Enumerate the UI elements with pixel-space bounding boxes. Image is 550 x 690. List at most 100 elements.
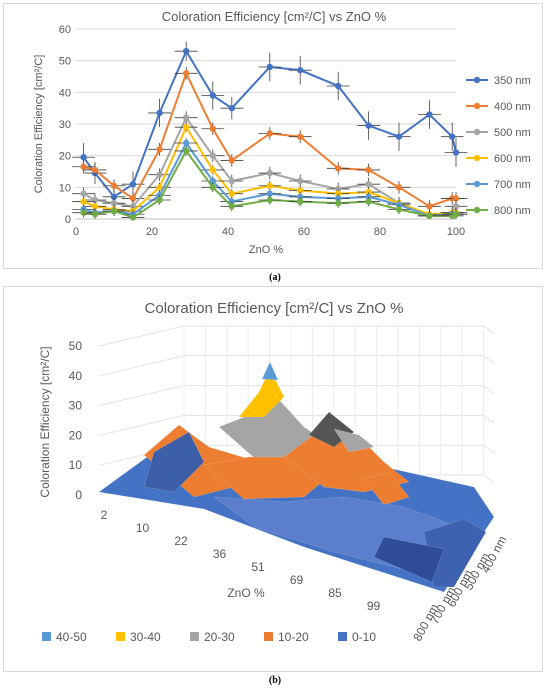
data-point (183, 139, 190, 147)
data-point (183, 114, 190, 121)
legend-swatch (42, 632, 51, 641)
data-point (297, 133, 304, 140)
x-axis-label: ZnO % (227, 586, 265, 600)
data-point (395, 184, 403, 191)
data-point (209, 92, 216, 99)
series-350-nm (72, 41, 468, 207)
data-point (297, 66, 304, 74)
x-tick-label: 36 (213, 547, 227, 561)
data-point (228, 190, 235, 197)
data-point (129, 180, 137, 188)
data-point (452, 211, 460, 218)
chart-a-panel: Coloration Efficiency [cm²/C] vs ZnO % 0 1… (3, 3, 543, 269)
legend-entry: 30-40 (130, 630, 161, 644)
data-point (228, 104, 235, 112)
legend-entry: 500 nm (494, 127, 531, 139)
legend-marker (473, 154, 481, 162)
z-tick-label: 20 (69, 428, 83, 442)
x-tick-label: 40 (222, 226, 234, 238)
caption-a: (a) (269, 272, 281, 283)
series-line (83, 141, 456, 217)
gridline (98, 355, 495, 377)
x-tick-label: 60 (298, 226, 310, 238)
data-point (80, 209, 87, 216)
data-point (183, 47, 190, 55)
data-point (91, 166, 99, 174)
data-point (156, 184, 163, 191)
y-tick-label: 30 (59, 119, 71, 131)
x-tick-label: 0 (73, 226, 79, 238)
caption-b: (b) (268, 675, 282, 686)
legend-marker (473, 206, 481, 214)
x-tick-label: 69 (290, 573, 304, 587)
data-point (266, 130, 273, 137)
legend-entry: 40-50 (56, 630, 87, 644)
data-point (266, 182, 273, 189)
data-point (110, 207, 118, 215)
legend-marker (473, 102, 481, 110)
data-point (365, 166, 372, 174)
x-tick-label: 99 (367, 599, 381, 613)
legend-entry: 600 nm (494, 153, 531, 165)
z-tick-label: 30 (69, 399, 83, 413)
legend-entry: 700 nm (494, 179, 531, 191)
gridline (98, 325, 495, 347)
data-point (129, 214, 137, 221)
data-point (80, 198, 87, 205)
legend-entry: 800 nm (494, 205, 531, 217)
legend-marker (473, 128, 481, 136)
y-tick-label: 10 (59, 182, 71, 194)
data-point (183, 123, 190, 131)
surface-patch (238, 368, 285, 418)
legend-entry: 400 nm (494, 101, 531, 113)
z-tick-label: 50 (69, 339, 83, 353)
legend-swatch (190, 632, 199, 641)
x-tick-label: 20 (146, 226, 158, 238)
x-tick-label: 10 (136, 521, 150, 535)
data-point (156, 171, 163, 178)
surface-patch (363, 471, 410, 506)
legend-entry: 20-30 (204, 630, 235, 644)
z-tick-label: 0 (75, 488, 82, 502)
legend-swatch (338, 632, 347, 641)
z-tick-label: 10 (69, 458, 83, 472)
data-point (209, 152, 216, 159)
legend-swatch (116, 632, 125, 641)
data-point (91, 211, 99, 218)
surface-patch (143, 431, 205, 493)
data-point (297, 198, 304, 205)
legend-marker (473, 180, 481, 188)
z-tick-label: 40 (69, 369, 83, 383)
line-chart: Coloration Efficiency [cm²/C] vs ZnO % 0 1… (33, 9, 531, 256)
legend-swatch (264, 632, 273, 641)
data-point (266, 190, 273, 197)
data-point (228, 157, 235, 164)
gridline (98, 385, 495, 407)
data-point (335, 165, 342, 172)
data-point (365, 198, 372, 205)
series-line (83, 70, 456, 208)
surface-chart: Coloration Efficiency [cm²/C] vs ZnO % 0 1… (38, 300, 509, 644)
legend-marker (473, 76, 481, 84)
data-point (335, 199, 342, 207)
data-point (395, 206, 403, 213)
series-800-nm (72, 146, 468, 221)
legend-entry: 0-10 (352, 630, 376, 644)
y-axis-label: Coloration Efficiency [cm²/C] (38, 346, 52, 497)
data-point (395, 133, 403, 140)
data-point (80, 190, 87, 197)
data-point (228, 177, 235, 185)
data-point (209, 125, 216, 132)
data-point (426, 212, 433, 220)
surface-patch (333, 428, 375, 453)
data-point (156, 196, 163, 204)
data-point (110, 182, 118, 189)
data-point (452, 195, 460, 202)
data-point (266, 196, 273, 204)
data-point (365, 180, 372, 188)
y-tick-label: 40 (59, 87, 71, 99)
data-point (183, 147, 190, 155)
y-tick-label: 20 (59, 151, 71, 163)
data-point (452, 203, 460, 210)
data-point (80, 154, 87, 161)
